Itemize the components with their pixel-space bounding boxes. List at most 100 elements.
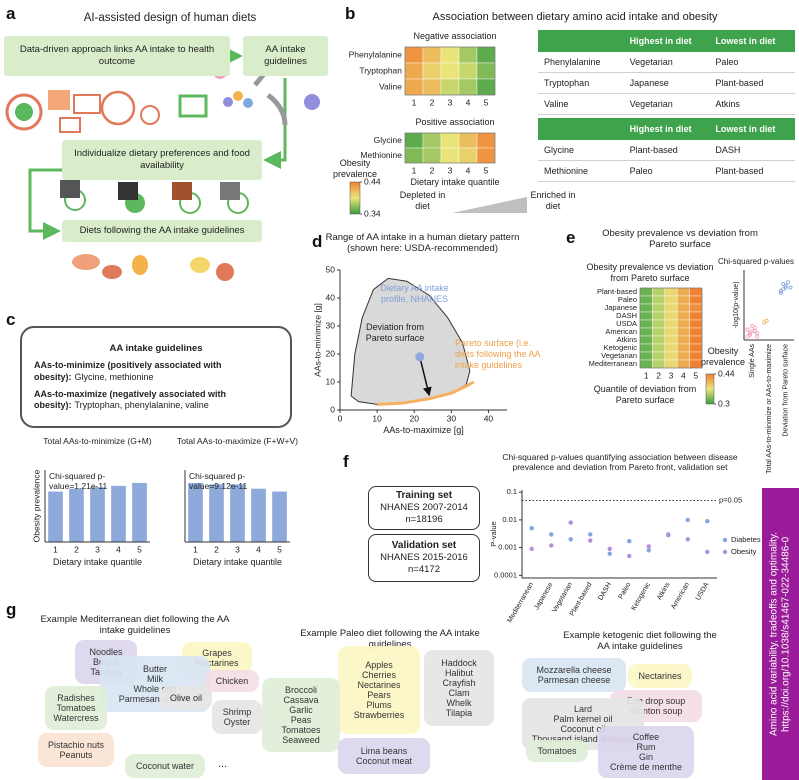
heatmap-cell [664,335,678,345]
row-label: Tryptophan [359,65,402,75]
heatmap-cell [639,319,653,329]
heatmap-cell [664,351,678,361]
guideline: AAs-to-minimize (positively associated w… [34,360,278,383]
pareto-front [377,380,475,406]
colorbar-label: Obesity prevalence [700,346,746,367]
food-item: Butter [142,664,167,674]
heatmap-cell [639,311,653,321]
heatmap-cell [639,287,653,297]
food-group: Nectarines [628,664,692,688]
food-item: Coffee [632,732,660,742]
point [549,532,554,537]
food-item: Tomatoes [281,725,321,735]
table-cell: Vegetarian [629,56,673,67]
x-axis-label: Dietary intake quantile [192,557,283,567]
heatmap-cell [652,287,666,297]
heatmap-cell [677,359,690,369]
table-header-cell: Lowest in diet [715,35,776,46]
x-tick-label: American [670,581,691,610]
x-tick-label: 1 [412,165,417,175]
point [747,332,752,337]
table: Highest in diet Lowest in diet Phenylalani… [538,30,795,115]
food-item: Peanuts [59,750,93,760]
row-label: American [605,327,637,336]
point [568,537,573,542]
point [778,290,783,295]
panel-label: g [6,600,17,619]
profile-point [415,352,425,362]
point [588,532,593,537]
table-row: Valine Vegetarian Atkins [538,94,795,115]
row-label: Methionine [360,150,402,160]
guideline: AAs-to-maximize (negatively associated w… [34,389,278,412]
heatmap-cell [476,147,496,164]
y-tick-label: 50 [326,264,336,274]
bar [188,482,203,542]
food-item: Olive oil [169,693,202,703]
axis-note: Enriched in diet [530,190,576,211]
table-row: Highest in diet Lowest in diet [538,30,795,52]
x-tick-label: 3 [448,165,453,175]
bar [251,488,266,542]
point [588,538,593,543]
heatmap-cell [689,295,703,305]
row-label: Vegetarian [601,351,637,360]
dataset-n: n=4172 [408,564,440,576]
heatmap-cell [440,78,460,96]
annotation: Deviation from Pareto surface [365,322,425,343]
table-cell: Plant-based [715,77,764,88]
dataset-source: NHANES 2015-2016 [380,552,468,564]
heatmap-cell [664,311,678,321]
heatmap-cell [652,343,666,353]
point [646,544,651,549]
row-label: Atkins [617,335,638,344]
heatmap-cell [677,311,690,321]
table-cell: Japanese [629,77,669,88]
table-cell: Glycine [544,144,575,155]
food-group: Coffee Rum Gin Crème de menthe [598,726,694,778]
heatmap-cell [652,295,666,305]
table-cell: Tryptophan [544,77,590,88]
food-group: Broccoli Cassava Garlic Peas Tomatoes Seaweed [262,678,340,752]
legend-marker [722,537,728,543]
heatmap-cell [404,46,424,64]
x-tick-label: 5 [137,544,142,554]
x-tick-label: 3 [448,97,453,107]
x-tick-label: DASH [597,581,613,601]
heatmap-cell [677,327,690,337]
diet-title: Example ketogenic diet following the AA … [563,630,717,653]
point [685,537,690,542]
row-label: Japanese [604,303,637,312]
food-item: Tilapia [445,708,473,718]
food-item: Garlic [289,705,313,715]
food-group: Butter Milk Whole egg Parmesan cheese [100,656,210,712]
heatmap-cell [458,78,478,96]
heatmap-border [404,132,496,164]
chart-title: Chi-squared p-values [717,257,795,266]
guideline-label: AAs-to-maximize (negatively associated w… [34,388,227,411]
gradient-wedge [452,197,527,213]
table-header-cell: Highest in diet [629,35,692,46]
food-group: Coconut water [125,754,205,778]
food-item: Halibut [444,668,473,678]
panel-label: c [6,310,16,329]
dataset-title: Validation set [391,539,457,551]
x-tick-label: Japanese [533,581,554,611]
x-tick-label: 2 [74,544,79,554]
axis-note: Depleted in diet [399,190,446,211]
x-tick-label: Mediterranean [506,581,535,624]
table-row: Tryptophan Japanese Plant-based [538,73,795,94]
x-tick-label: 4 [681,370,686,380]
row-label: Ketogenic [604,343,638,352]
x-tick-label: 10 [372,413,382,423]
heatmap-border [639,287,703,369]
x-tick-label: 3 [235,544,240,554]
point [786,280,791,285]
food-item: Rum [636,742,656,752]
food-group: Apples Cherries Nectarines Pears Plums Strawb… [338,646,420,734]
heatmap-border [404,46,496,96]
heatmap-cell [677,303,690,313]
food-group: Chicken [205,670,259,692]
